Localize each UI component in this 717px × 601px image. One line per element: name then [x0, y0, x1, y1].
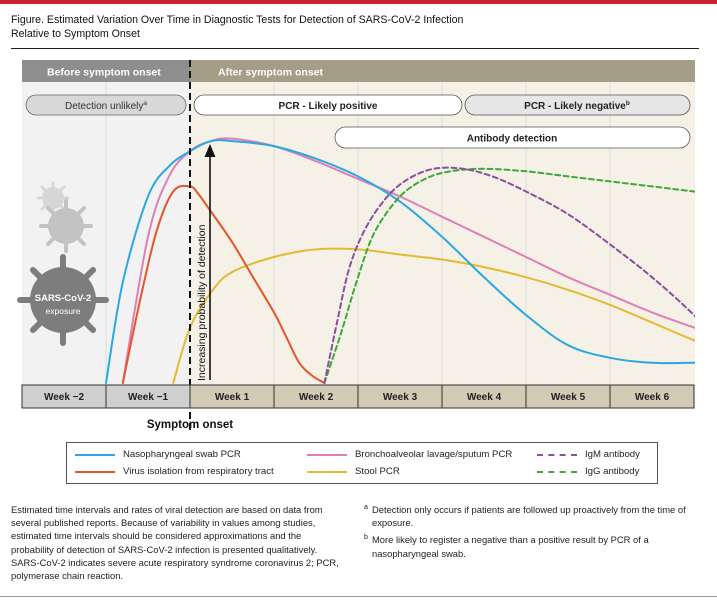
legend-label-balf: Bronchoalveolar lavage/sputum PCR	[355, 449, 513, 460]
footnote-b-mark: b	[364, 534, 368, 542]
week-cell: Week 4	[441, 384, 527, 409]
virus-icon-exposure	[17, 254, 109, 346]
header-after-label: After symptom onset	[218, 67, 324, 79]
week-tick-label: Week −1	[128, 392, 169, 403]
legend-item-igm: IgM antibody	[537, 449, 640, 460]
week-cell: Week 2	[273, 384, 359, 409]
week-cell-box	[609, 384, 695, 409]
figure-title-line-1: Figure. Estimated Variation Over Time in…	[11, 14, 464, 26]
figure-title: Figure. Estimated Variation Over Time in…	[11, 13, 701, 41]
series-line-stool	[172, 247, 695, 384]
virus-icon-small	[36, 181, 70, 215]
pill-detection-unlikely-mark: a	[143, 100, 147, 107]
week-tick-label: Week 3	[383, 392, 418, 403]
legend-item-igg: IgG antibody	[537, 466, 639, 477]
svg-text:PCR - Likely negativeb: PCR - Likely negativeb	[524, 100, 630, 112]
legend-label-stool: Stool PCR	[355, 466, 400, 477]
week-tick-label: Week 2	[299, 392, 334, 403]
legend-item-viral: Virus isolation from respiratory tract	[75, 466, 274, 477]
virus-icon-medium	[39, 199, 93, 253]
bottom-rule	[0, 596, 717, 597]
footnote-a: a Detection only occurs if patients are …	[364, 503, 704, 529]
series-line-balf	[121, 137, 695, 384]
header-after-bar	[190, 60, 695, 82]
pill-pcr-likely-negative-mark: b	[626, 100, 630, 107]
legend-swatch-balf	[307, 453, 347, 456]
x-axis-label: Symptom onset	[147, 419, 233, 431]
series-line-naso	[105, 139, 695, 384]
week-tick-label: Week 5	[551, 392, 586, 403]
series-line-viral	[121, 184, 326, 384]
top-accent-rule	[0, 0, 717, 4]
pill-antibody-detection-label: Antibody detection	[467, 134, 558, 145]
legend: Nasopharyngeal swab PCR Virus isolation …	[66, 442, 658, 484]
week-tick-label: Week 6	[635, 392, 670, 403]
title-rule	[11, 48, 699, 49]
legend-label-viral: Virus isolation from respiratory tract	[123, 466, 274, 477]
week-tick-label: Week −2	[44, 392, 85, 403]
week-cell: Week 5	[525, 384, 611, 409]
footnote-b: b More likely to register a negative tha…	[364, 533, 704, 559]
week-tick-label: Week 1	[215, 392, 250, 403]
probability-arrow	[204, 144, 216, 380]
footnote-b-text: More likely to register a negative than …	[372, 534, 649, 559]
footnotes: a Detection only occurs if patients are …	[364, 503, 704, 564]
figure-title-line-2: Relative to Symptom Onset	[11, 28, 140, 40]
week-cell: Week 6	[609, 384, 695, 409]
legend-item-naso: Nasopharyngeal swab PCR	[75, 449, 241, 460]
week-cell: Week −2	[21, 384, 107, 409]
pill-pcr-likely-positive-label: PCR - Likely positive	[279, 101, 378, 112]
legend-swatch-viral	[75, 470, 115, 473]
legend-item-balf: Bronchoalveolar lavage/sputum PCR	[307, 449, 512, 460]
pill-pcr-likely-negative-label: PCR - Likely negative	[524, 101, 626, 112]
legend-item-stool: Stool PCR	[307, 466, 400, 477]
week-cell: Week 1	[189, 384, 275, 409]
legend-swatch-igg	[537, 470, 577, 473]
series-layer	[105, 137, 695, 384]
series-line-igm	[323, 166, 695, 384]
series-line-igg	[323, 167, 695, 384]
footer-note: Estimated time intervals and rates of vi…	[11, 504, 339, 582]
footnote-a-text: Detection only occurs if patients are fo…	[372, 504, 686, 529]
pill-pcr-likely-positive: PCR - Likely positive	[193, 94, 463, 116]
legend-swatch-igm	[537, 453, 577, 456]
header-before-bar	[22, 60, 190, 82]
legend-label-igm: IgM antibody	[585, 449, 640, 460]
week-cell: Week −1	[105, 384, 191, 409]
week-cell: Week 3	[357, 384, 443, 409]
header-before-label: Before symptom onset	[47, 67, 161, 79]
pill-detection-unlikely: Detection unlikelya	[25, 94, 187, 116]
pill-detection-unlikely-label: Detection unlikely	[65, 101, 143, 112]
legend-label-naso: Nasopharyngeal swab PCR	[123, 449, 241, 460]
diagnostic-chart: Before symptom onset After symptom onset…	[17, 60, 695, 432]
svg-text:Detection unlikelya: Detection unlikelya	[65, 100, 147, 112]
legend-label-igg: IgG antibody	[585, 466, 640, 477]
week-tick-label: Week 4	[467, 392, 502, 403]
pill-antibody-detection: Antibody detection	[334, 126, 691, 149]
week-axis: Week −2 Week −1 Week 1 Week 2 Week 3 Week 4 We…	[21, 384, 695, 409]
footnote-a-mark: a	[364, 504, 368, 511]
legend-swatch-stool	[307, 470, 347, 473]
pill-pcr-likely-negative: PCR - Likely negativeb	[464, 94, 691, 116]
legend-swatch-naso	[75, 453, 115, 456]
exposure-label-line-2: exposure	[46, 306, 81, 316]
y-axis-label: Increasing probability of detection	[196, 224, 208, 381]
exposure-label-line-1: SARS-CoV-2	[35, 293, 91, 304]
